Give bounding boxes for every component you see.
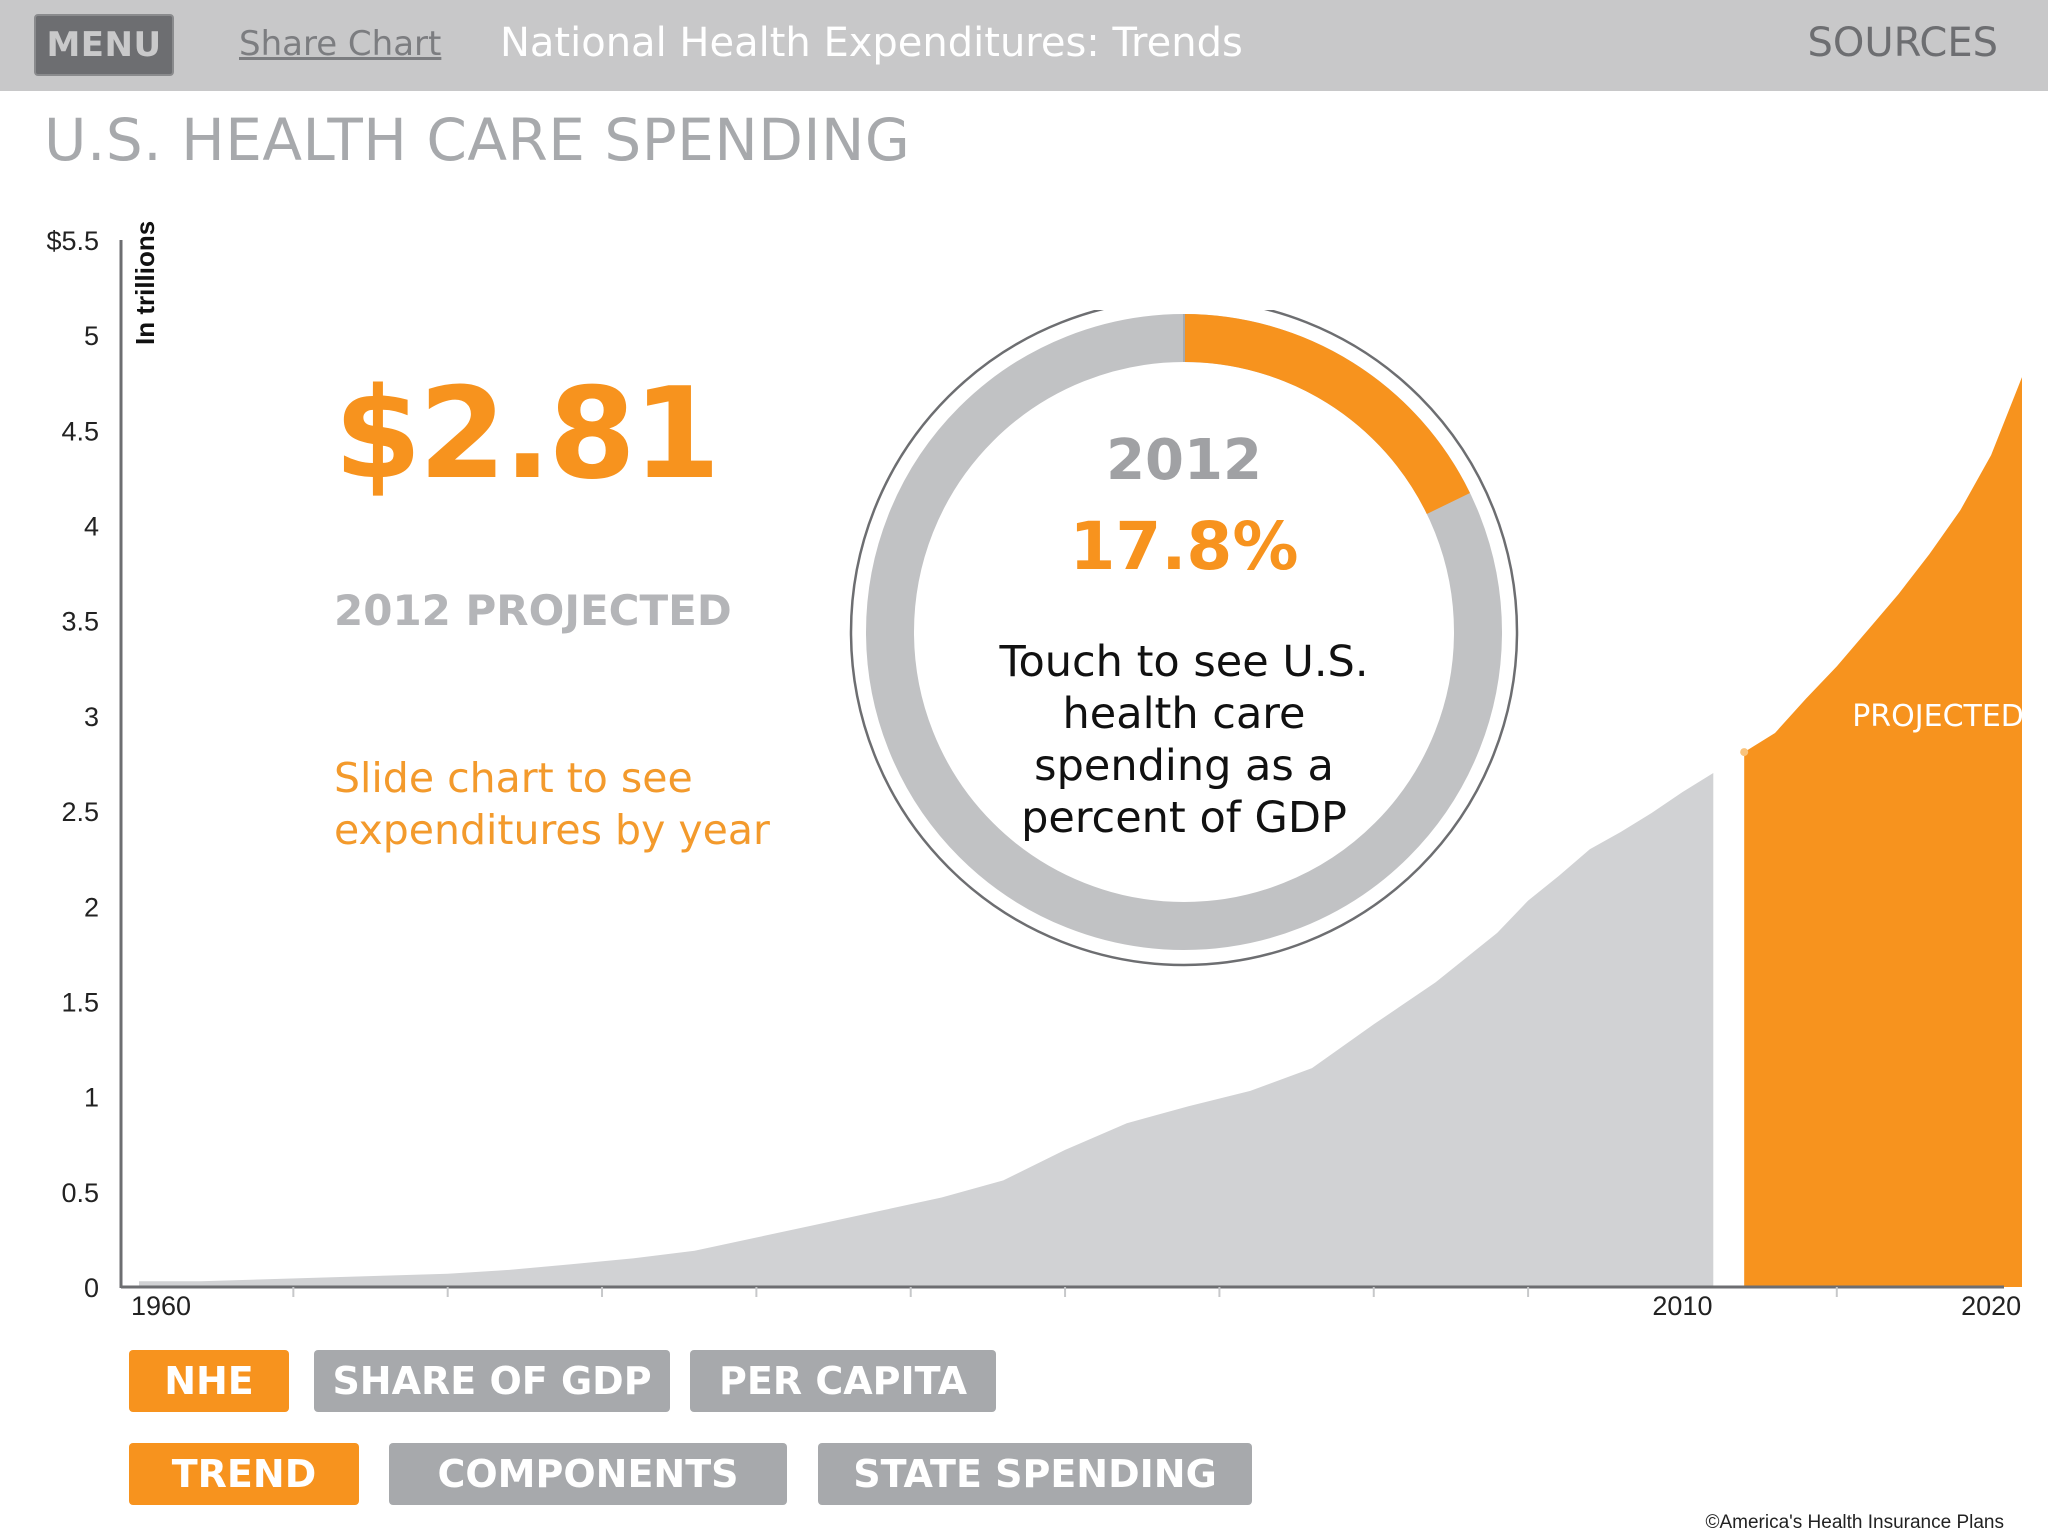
projected-spending-area xyxy=(1744,377,2022,1288)
menu-button[interactable]: MENU xyxy=(34,14,174,76)
copyright-notice: ©America's Health Insurance Plans xyxy=(1705,1512,2004,1533)
y-tick-label: 2.5 xyxy=(61,797,99,827)
top-bar: MENU Share Chart National Health Expendi… xyxy=(0,0,2048,91)
historical-spending-area xyxy=(139,773,1714,1287)
y-tick-label: 4 xyxy=(84,512,99,542)
share-chart-link[interactable]: Share Chart xyxy=(239,24,442,64)
gdp-share-donut[interactable] xyxy=(832,310,1536,980)
projected-series-label: PROJECTED xyxy=(1852,699,2024,734)
x-tick-label: 2020 xyxy=(1961,1291,2021,1320)
app-title: National Health Expenditures: Trends xyxy=(500,20,1243,66)
tab-share-of-gdp[interactable]: SHARE OF GDP xyxy=(314,1350,670,1412)
tab-nhe[interactable]: NHE xyxy=(129,1350,289,1412)
y-tick-label: 5 xyxy=(84,321,99,351)
highlighted-year-label: 2012 PROJECTED xyxy=(334,586,732,635)
y-tick-label: 0 xyxy=(84,1273,99,1303)
highlighted-spending-value: $2.81 xyxy=(334,360,721,507)
y-tick-label: 3 xyxy=(84,702,99,732)
y-tick-label: 4.5 xyxy=(61,416,99,446)
x-tick-label: 1960 xyxy=(131,1291,191,1320)
y-tick-label: 3.5 xyxy=(61,607,99,637)
donut-year: 2012 xyxy=(1106,428,1262,493)
spending-area-chart[interactable]: $5.5 5 4.5 4 3.5 3 2.5 2 1.5 1 0.5 0 In trillions 196… xyxy=(0,0,2048,1320)
tab-trend[interactable]: TREND xyxy=(129,1443,359,1505)
y-tick-label: 1 xyxy=(84,1083,99,1113)
y-tick-label: $5.5 xyxy=(46,226,99,256)
tab-state-spending[interactable]: STATE SPENDING xyxy=(818,1443,1252,1505)
x-tick-label: 2010 xyxy=(1652,1291,1712,1320)
slide-chart-hint: Slide chart to see expenditures by year xyxy=(334,754,770,854)
donut-percent: 17.8% xyxy=(1069,508,1299,585)
donut-touch-hint: Touch to see U.S. health care spending a… xyxy=(999,637,1369,843)
y-axis-title: In trillions xyxy=(130,221,160,345)
donut-gdp-arc xyxy=(1183,314,1470,515)
selected-year-point[interactable] xyxy=(1740,748,1749,757)
tab-components[interactable]: COMPONENTS xyxy=(389,1443,787,1505)
tab-per-capita[interactable]: PER CAPITA xyxy=(690,1350,996,1412)
y-tick-label: 0.5 xyxy=(61,1178,99,1208)
sources-link[interactable]: SOURCES xyxy=(1807,20,1998,66)
donut-outer-ring xyxy=(849,310,1519,967)
y-tick-label: 1.5 xyxy=(61,987,99,1017)
y-tick-label: 2 xyxy=(84,892,99,922)
page-title: U.S. HEALTH CARE SPENDING xyxy=(44,106,911,174)
